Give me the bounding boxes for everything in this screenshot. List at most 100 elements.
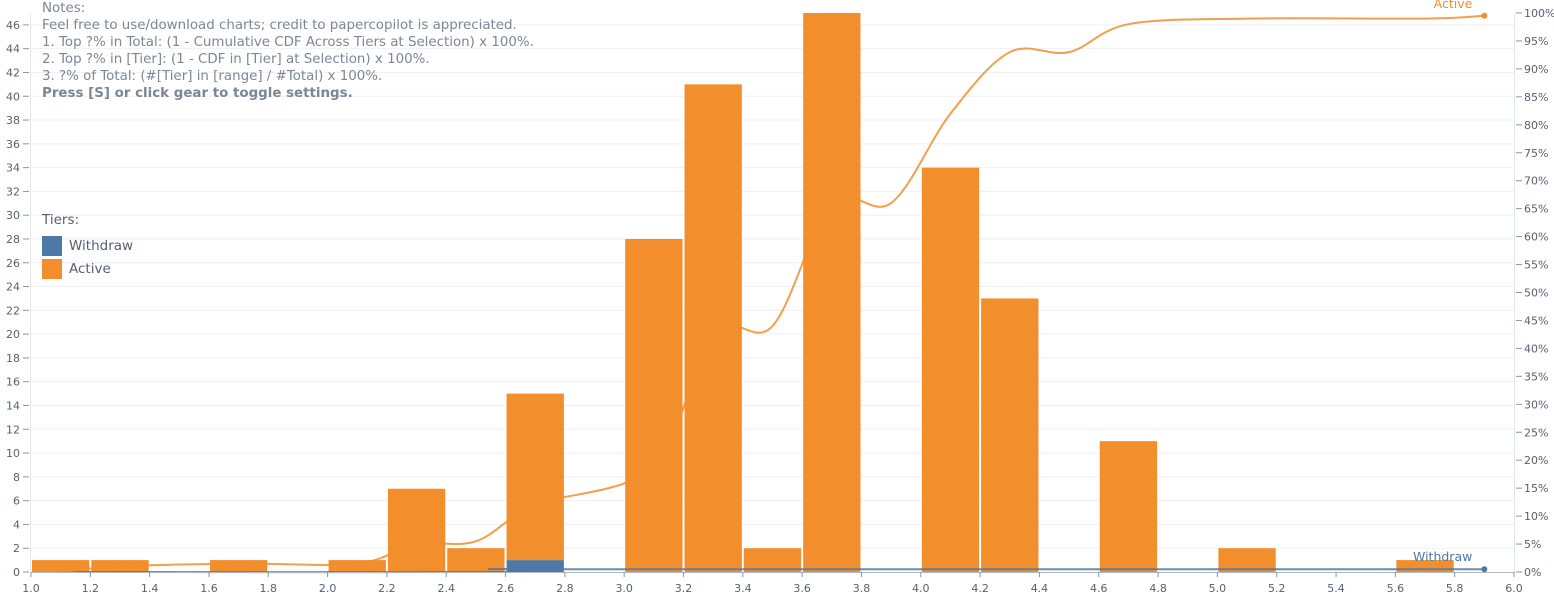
y-right-tick-label: 15% — [1524, 482, 1548, 495]
legend-item-withdraw[interactable]: Withdraw — [42, 234, 133, 257]
y-right-tick-label: 55% — [1524, 259, 1548, 272]
y-left-tick-label: 14 — [6, 399, 20, 412]
y-left-tick-label: 4 — [13, 518, 20, 531]
x-tick-label: 4.6 — [1090, 582, 1108, 595]
x-tick-label: 5.4 — [1327, 582, 1345, 595]
bar-active — [803, 13, 861, 572]
x-tick-label: 1.2 — [82, 582, 100, 595]
x-tick-label: 1.6 — [200, 582, 218, 595]
x-tick-label: 1.0 — [22, 582, 40, 595]
y-right-tick-label: 40% — [1524, 342, 1548, 355]
x-tick-label: 5.8 — [1446, 582, 1464, 595]
y-left-tick-label: 42 — [6, 66, 20, 79]
legend-swatch-withdraw — [42, 235, 62, 256]
bar-withdraw — [506, 560, 564, 572]
bar-active — [506, 393, 564, 561]
x-tick-label: 3.0 — [615, 582, 633, 595]
y-right-tick-label: 70% — [1524, 175, 1548, 188]
legend: Tiers: Withdraw Active — [42, 212, 133, 280]
x-tick-label: 3.4 — [734, 582, 752, 595]
bar-active — [625, 238, 683, 572]
notes-line-5: Press [S] or click gear to toggle settin… — [42, 86, 353, 101]
y-right-tick-label: 85% — [1524, 91, 1548, 104]
y-left-tick-label: 18 — [6, 352, 20, 365]
y-left-tick-label: 10 — [6, 447, 20, 460]
bars — [32, 13, 1454, 573]
legend-swatch-active — [42, 258, 62, 279]
x-tick-label: 1.4 — [141, 582, 159, 595]
legend-label-withdraw: Withdraw — [69, 237, 134, 254]
y-right-tick-label: 65% — [1524, 203, 1548, 216]
y-left-tick-label: 20 — [6, 328, 20, 341]
cdf-end-marker-withdraw — [1481, 566, 1488, 573]
y-left-tick-label: 22 — [6, 304, 20, 317]
y-right-tick-label: 5% — [1524, 538, 1541, 551]
bar-active — [1218, 548, 1276, 572]
axes: 1.0 1.2 1.4 1.6 1.8 2.0 2.2 2.4 2.6 2.8 3.0 3.2 3.4 3… — [6, 7, 1554, 595]
x-tick-label: 2.2 — [378, 582, 396, 595]
y-right-tick-label: 60% — [1524, 231, 1548, 244]
x-tick-label: 2.8 — [556, 582, 574, 595]
bar-active — [743, 548, 802, 572]
notes-line-4: 3. ?% of Total: (#[Tier] in [range] / #T… — [42, 69, 383, 84]
bar-active — [209, 560, 268, 572]
notes-line-2: 1. Top ?% in Total: (1 - Cumulative CDF … — [42, 35, 534, 50]
y-right-tick-label: 50% — [1524, 287, 1548, 300]
cdf-label-active: Active — [1434, 0, 1473, 11]
x-tick-label: 4.4 — [1031, 582, 1049, 595]
y-right-tick-label: 100% — [1524, 7, 1554, 20]
y-left-tick-label: 34 — [6, 162, 20, 175]
cdf-line-active — [60, 14, 1485, 573]
y-right-tick-label: 95% — [1524, 35, 1548, 48]
y-right-tick-label: 90% — [1524, 63, 1548, 76]
x-tick-label: 2.0 — [319, 582, 337, 595]
y-left-tick-label: 6 — [13, 495, 20, 508]
y-left-tick-label: 16 — [6, 376, 20, 389]
y-left-tick-label: 32 — [6, 185, 20, 198]
bar-active — [447, 548, 505, 572]
y-right-tick-label: 45% — [1524, 314, 1548, 327]
y-left-tick-label: 28 — [6, 233, 20, 246]
y-left-tick-label: 36 — [6, 138, 20, 151]
x-tick-label: 3.8 — [853, 582, 871, 595]
x-tick-label: 6.0 — [1505, 582, 1523, 595]
x-tick-label: 5.2 — [1268, 582, 1286, 595]
x-tick-label: 2.6 — [497, 582, 515, 595]
notes-line-1: Feel free to use/download charts; credit… — [42, 18, 517, 33]
y-right-tick-label: 20% — [1524, 454, 1548, 467]
legend-title: Tiers: — [42, 212, 80, 228]
y-right-tick-label: 35% — [1524, 370, 1548, 383]
bar-active — [32, 560, 90, 572]
y-left-tick-label: 8 — [13, 471, 20, 484]
y-left-tick-label: 0 — [13, 566, 20, 579]
bar-active — [981, 298, 1039, 572]
cdf-label-withdraw: Withdraw — [1413, 549, 1472, 564]
x-tick-label: 3.2 — [675, 582, 693, 595]
y-left-tick-label: 40 — [6, 90, 20, 103]
y-left-tick-label: 46 — [6, 19, 20, 32]
y-right-tick-label: 10% — [1524, 510, 1548, 523]
x-tick-label: 3.6 — [793, 582, 811, 595]
y-right-tick-label: 80% — [1524, 119, 1548, 132]
y-left-tick-label: 44 — [6, 43, 20, 56]
bar-active — [1396, 560, 1454, 572]
notes-heading: Notes: — [42, 1, 86, 16]
legend-label-active: Active — [69, 260, 111, 277]
bar-active — [328, 560, 386, 572]
y-left-tick-label: 12 — [6, 423, 20, 436]
y-left-tick-label: 24 — [6, 281, 20, 294]
bar-active — [684, 84, 742, 573]
x-tick-label: 4.2 — [971, 582, 989, 595]
y-left-tick-label: 2 — [13, 542, 20, 555]
y-left-tick-label: 38 — [6, 114, 20, 127]
x-tick-label: 5.6 — [1387, 582, 1405, 595]
x-tick-label: 1.8 — [260, 582, 278, 595]
x-tick-label: 4.8 — [1149, 582, 1167, 595]
grid-lines — [31, 24, 1514, 549]
bar-active — [387, 488, 446, 572]
legend-item-active[interactable]: Active — [42, 257, 133, 280]
y-right-tick-label: 0% — [1524, 566, 1541, 579]
y-right-tick-label: 30% — [1524, 398, 1548, 411]
notes-line-3: 2. Top ?% in [Tier]: (1 - CDF in [Tier] … — [42, 52, 430, 67]
